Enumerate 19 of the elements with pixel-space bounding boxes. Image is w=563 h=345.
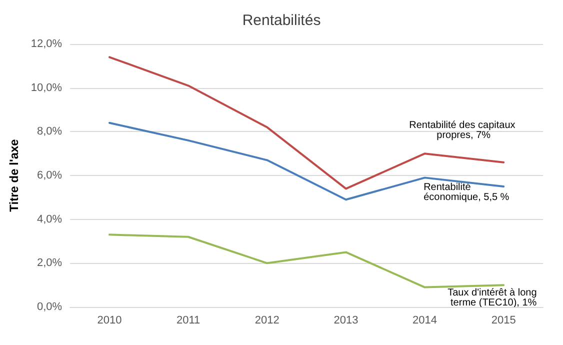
y-tick-label: 0,0%	[37, 301, 62, 313]
x-tick-label: 2011	[176, 314, 200, 326]
y-tick-label: 10,0%	[30, 82, 62, 94]
x-tick-label: 2010	[97, 314, 122, 326]
y-axis-title: Titre de l'axe	[7, 138, 21, 212]
y-tick-label: 4,0%	[37, 213, 62, 226]
x-tick-label: 2012	[254, 314, 280, 326]
y-tick-label: 6,0%	[37, 170, 62, 182]
y-tick-label: 8,0%	[37, 126, 62, 138]
x-tick-label: 2013	[334, 314, 358, 326]
x-tick-label: 2014	[412, 314, 438, 326]
y-tick-label: 12,0%	[30, 38, 62, 50]
line-series	[108, 234, 505, 288]
y-tick-label: 2,0%	[37, 257, 62, 270]
annotation: Rentabilité des capitaux propres, 7%	[409, 120, 518, 141]
x-tick-label: 2015	[491, 314, 516, 326]
annotation: Taux d'intérêt à long terme (TEC10), 1%	[448, 288, 540, 309]
chart-title: Rentabilités	[242, 12, 321, 29]
annotation: Rentabilité économique, 5,5 %	[424, 182, 510, 203]
